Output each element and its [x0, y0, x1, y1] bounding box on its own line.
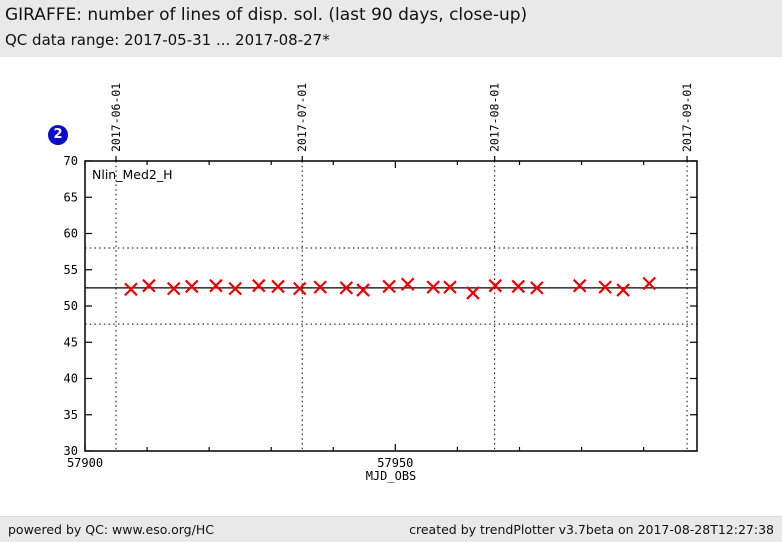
data-point — [530, 281, 544, 295]
page-title: GIRAFFE: number of lines of disp. sol. (… — [5, 5, 528, 25]
y-tick-label: 40 — [64, 372, 78, 386]
x-axis-label: MJD_OBS — [366, 469, 417, 483]
data-point — [616, 283, 630, 297]
series-label: Nlin_Med2_H — [92, 167, 172, 182]
x-tick-label: 57950 — [377, 456, 413, 470]
plot-index-badge[interactable]: 2 — [48, 125, 68, 145]
data-point — [252, 278, 266, 293]
footer: powered by QC: www.eso.org/HC created by… — [0, 516, 782, 542]
data-point — [488, 278, 503, 293]
y-tick-label: 35 — [64, 408, 78, 422]
data-point — [228, 281, 242, 296]
plot-border — [84, 160, 698, 452]
data-point — [511, 279, 526, 294]
date-tick-label: 2017-08-01 — [488, 83, 502, 152]
plot-background — [85, 161, 697, 451]
data-point — [292, 281, 307, 296]
date-tick-label: 2017-06-01 — [109, 83, 123, 152]
data-point — [184, 279, 199, 294]
data-point — [443, 280, 457, 294]
data-point — [382, 279, 396, 294]
y-tick-label: 45 — [64, 335, 78, 349]
trend-chart: 2017-06-01 2017-07-01 2017-08-01 2017-09-01… — [64, 83, 698, 483]
date-gridlines: 2017-06-01 2017-07-01 2017-08-01 2017-09-01 — [109, 83, 694, 451]
data-point — [209, 278, 223, 293]
data-point — [271, 279, 285, 294]
footer-powered-by: powered by QC: www.eso.org/HC — [8, 522, 214, 537]
data-point — [572, 278, 587, 293]
data-point — [598, 280, 612, 294]
date-tick-label: 2017-09-01 — [680, 83, 694, 152]
y-tick-label: 50 — [64, 299, 78, 313]
footer-created-by: created by trendPlotter v3.7beta on 2017… — [409, 522, 774, 537]
y-tick-label: 70 — [64, 154, 78, 168]
data-point — [166, 281, 181, 296]
y-tick-label: 65 — [64, 190, 78, 204]
header: GIRAFFE: number of lines of disp. sol. (… — [0, 0, 782, 57]
data-point — [642, 276, 656, 291]
qc-data-range: QC data range: 2017-05-31 ... 2017-08-27… — [5, 31, 330, 49]
data-point — [313, 280, 328, 294]
data-point — [356, 283, 370, 297]
y-axis: 30 35 40 45 50 55 60 65 70 — [64, 154, 697, 458]
data-point — [124, 282, 138, 297]
data-point — [426, 280, 440, 294]
y-tick-label: 60 — [64, 227, 78, 241]
data-point — [400, 277, 415, 292]
y-tick-label: 30 — [64, 444, 78, 458]
y-tick-label: 55 — [64, 263, 78, 277]
threshold-lines — [85, 247, 697, 325]
date-tick-label: 2017-07-01 — [295, 83, 309, 152]
data-point — [142, 278, 156, 293]
data-markers — [124, 276, 656, 300]
data-point — [466, 286, 480, 300]
x-tick-label: 57900 — [67, 456, 103, 470]
data-point — [339, 281, 354, 295]
